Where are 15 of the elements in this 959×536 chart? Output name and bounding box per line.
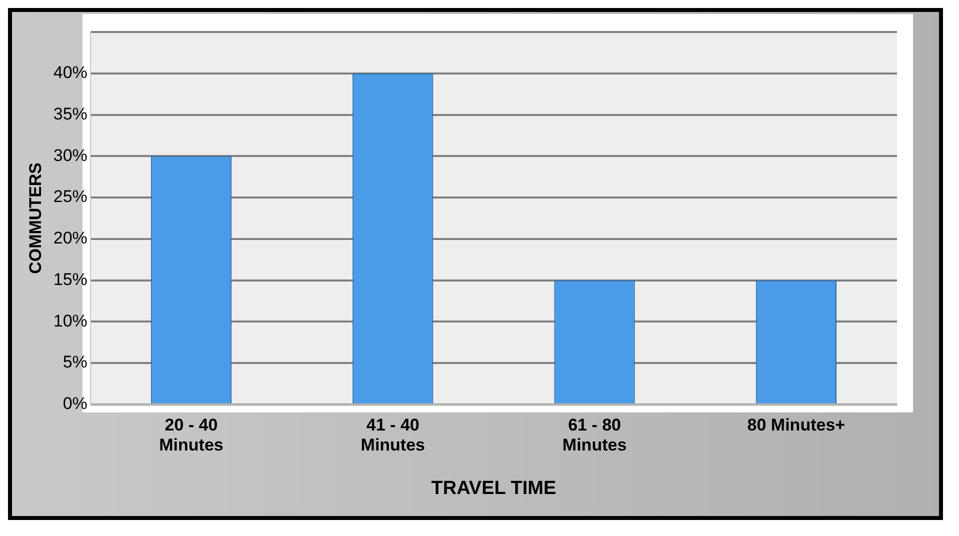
y-axis-title: COMMUTERS [26, 162, 45, 274]
x-tick-label: 80 Minutes+ [747, 415, 846, 434]
y-tick-label: 10% [53, 311, 88, 330]
y-tick-label: 15% [53, 270, 88, 289]
y-tick-label: 40% [53, 63, 88, 82]
y-tick-label: 25% [53, 187, 88, 206]
x-axis-title: TRAVEL TIME [431, 478, 556, 499]
x-tick-label: 61 - 80 Minutes [562, 415, 627, 455]
x-tick-label: 20 - 40 Minutes [159, 415, 224, 455]
x-tick-label: 41 - 40 Minutes [360, 415, 426, 455]
y-tick-label: 30% [53, 146, 88, 165]
y-tick-label: 5% [62, 352, 88, 372]
y-tick-label: 0% [62, 394, 88, 414]
y-tick-label: 20% [53, 228, 88, 248]
y-tick-label: 35% [53, 104, 88, 124]
